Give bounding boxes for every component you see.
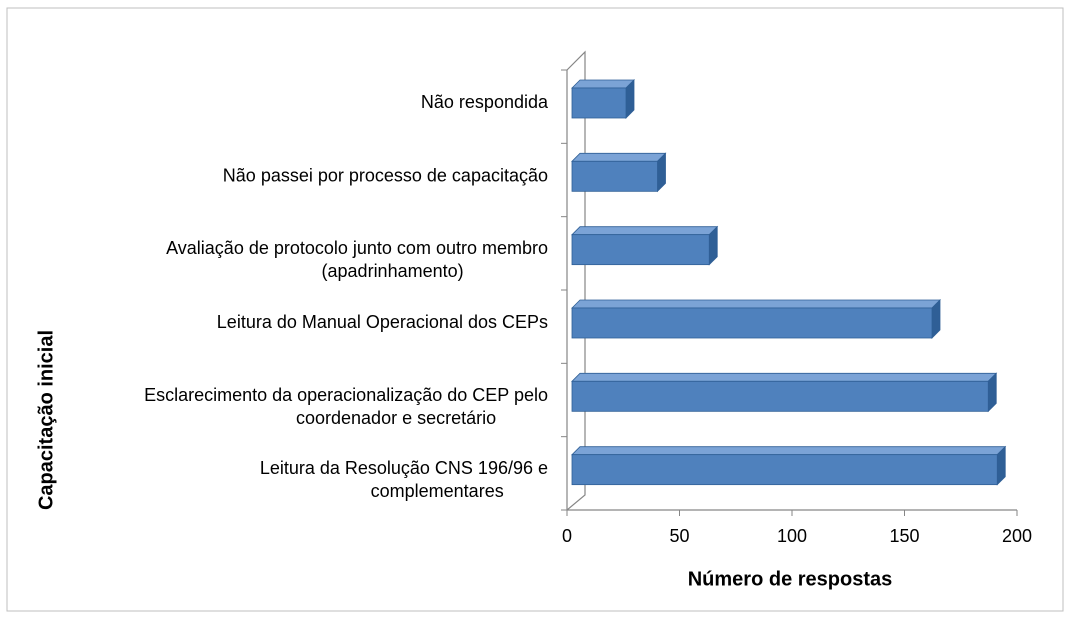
bar (571, 87, 627, 119)
label-line: Avaliação de protocolo junto com outro m… (166, 238, 548, 258)
x-axis-title: Número de respostas (688, 568, 893, 590)
bar-top (571, 226, 719, 236)
bar (571, 234, 710, 266)
y-tick-label: Não passei por processo de capacitação (223, 165, 548, 185)
label-line: Não passei por processo de capacitação (223, 165, 548, 185)
bar (571, 307, 933, 339)
label-line: Leitura da Resolução CNS 196/96 e (260, 458, 548, 478)
bar (571, 454, 998, 486)
x-tick-label: 100 (777, 526, 807, 546)
x-tick-label: 200 (1002, 526, 1032, 546)
bar (571, 380, 989, 412)
y-tick-label: Leitura do Manual Operacional dos CEPs (217, 312, 548, 332)
bar-top (571, 446, 1007, 456)
y-tick-label: Esclarecimento da operacionalização do C… (144, 385, 548, 428)
bar-top (571, 79, 635, 89)
label-line: complementares (371, 481, 504, 501)
bar-top (571, 152, 667, 162)
bar-top (571, 372, 998, 382)
x-tick-label: 50 (669, 526, 689, 546)
bar (571, 160, 658, 192)
y-axis-title: Capacitação inicial (35, 330, 57, 510)
label-line: Não respondida (421, 92, 549, 112)
label-line: (apadrinhamento) (322, 261, 464, 281)
bar-top (571, 299, 941, 309)
axis-wall (566, 50, 586, 511)
y-tick-label: Não respondida (421, 92, 549, 112)
label-line: Leitura do Manual Operacional dos CEPs (217, 312, 548, 332)
label-line: Esclarecimento da operacionalização do C… (144, 385, 548, 405)
y-tick-label: Leitura da Resolução CNS 196/96 e complem… (260, 458, 548, 501)
x-tick-label: 0 (562, 526, 572, 546)
label-line: coordenador e secretário (296, 408, 496, 428)
y-tick-label: Avaliação de protocolo junto com outro m… (166, 238, 548, 281)
x-tick-label: 150 (889, 526, 919, 546)
